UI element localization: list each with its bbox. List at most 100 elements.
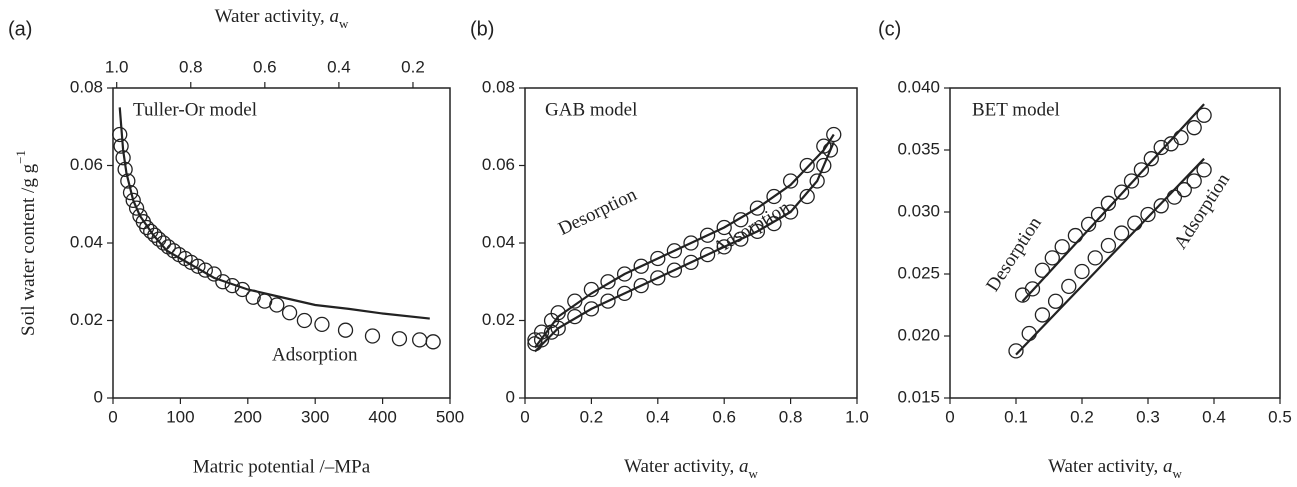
data-point (766, 215, 782, 232)
data-point (583, 281, 600, 298)
data-point (782, 204, 799, 220)
top-axis-title: Water activity, aw (215, 6, 349, 31)
top-axis-title-sub: w (339, 16, 349, 31)
y-tick-label: 0.06 (70, 155, 103, 174)
data-point (766, 188, 782, 205)
x-tick-label: 200 (234, 407, 262, 426)
data-point (1166, 189, 1183, 205)
data-point (296, 312, 313, 329)
model-line (1015, 157, 1205, 356)
x-axis-title-text: Water activity, (1048, 456, 1163, 477)
y-tick-label: 0.040 (897, 77, 940, 96)
y-axis-title: Soil water content /g g−1 (13, 150, 39, 336)
data-point (1196, 107, 1212, 123)
data-point (160, 239, 176, 255)
data-point (234, 281, 251, 298)
data-point (1100, 195, 1117, 211)
data-point (155, 235, 172, 251)
data-point (1196, 162, 1212, 178)
y-tick-label: 0.015 (897, 387, 940, 406)
x-tick-label: 0.1 (1004, 407, 1028, 426)
data-point (699, 246, 716, 263)
data-point (799, 188, 815, 205)
x-tick-label: 0.6 (712, 407, 736, 426)
data-point (1173, 129, 1189, 146)
data-point (412, 332, 428, 348)
y-tick-label: 0.02 (70, 310, 103, 329)
data-point (1074, 263, 1090, 280)
top-axis-title-text: Water activity, (215, 6, 330, 27)
data-point (683, 235, 699, 251)
panel-label: (c) (878, 18, 901, 40)
y-tick-label: 0.04 (70, 232, 103, 251)
x2-tick-label: 0.8 (179, 57, 203, 76)
annotation: Tuller-Or model (133, 99, 257, 120)
data-point (206, 266, 222, 282)
data-point (550, 320, 566, 336)
y-tick-label: 0.08 (482, 77, 515, 96)
data-point (122, 184, 139, 201)
x-axis-title-text: Water activity, (624, 456, 739, 477)
data-point (633, 277, 649, 294)
x-tick-label: 0.4 (646, 407, 670, 426)
data-point (550, 305, 566, 321)
data-point (567, 293, 583, 309)
data-point (269, 297, 285, 313)
top-axis-title-var: a (330, 6, 340, 27)
data-point (1044, 250, 1060, 266)
panel-label: (b) (470, 18, 494, 40)
data-point (112, 126, 128, 143)
data-point (616, 285, 633, 302)
data-point (782, 173, 799, 189)
x2-tick-label: 1.0 (105, 57, 129, 76)
data-point (1186, 173, 1202, 189)
data-point (151, 231, 167, 247)
data-point (633, 258, 649, 274)
data-point (197, 262, 213, 278)
data-point (1061, 278, 1077, 295)
data-point (1140, 206, 1156, 223)
data-point (600, 293, 616, 309)
data-point (147, 227, 163, 243)
x-axis-title-var: a (739, 456, 749, 477)
data-point (1024, 281, 1041, 297)
data-point (139, 219, 155, 236)
y-tick-label: 0 (506, 387, 515, 406)
x-tick-label: 0 (108, 407, 117, 426)
data-point (650, 270, 666, 286)
y-tick-label: 0.06 (482, 155, 515, 174)
x-tick-label: 400 (368, 407, 396, 426)
x-tick-label: 300 (301, 407, 329, 426)
x-axis-title: Water activity, aw (1048, 456, 1182, 481)
data-point (683, 254, 699, 271)
y-tick-label: 0.08 (70, 77, 103, 96)
data-point (190, 258, 206, 274)
data-point (1100, 237, 1117, 254)
model-line (534, 141, 835, 353)
y-tick-label: 0.020 (897, 325, 940, 344)
data-point (749, 223, 766, 240)
data-point (1080, 216, 1097, 233)
annotation: Adsorption (272, 344, 358, 365)
data-point (583, 301, 600, 317)
y-tick-label: 0.030 (897, 201, 940, 220)
data-point (799, 157, 815, 174)
data-point (616, 266, 633, 282)
data-point (733, 212, 749, 228)
data-point (567, 308, 583, 325)
x-axis-title-sub: w (749, 466, 759, 481)
annotation: Desorption (555, 184, 641, 240)
data-point (113, 138, 129, 154)
data-point (1047, 293, 1064, 309)
data-point (1113, 184, 1130, 200)
data-point (699, 227, 716, 243)
x-tick-label: 0.2 (580, 407, 604, 426)
data-point (816, 157, 832, 174)
x-tick-label: 500 (436, 407, 464, 426)
model-line (118, 107, 430, 320)
data-point (125, 192, 141, 209)
x-tick-label: 0 (520, 407, 529, 426)
data-point (1008, 343, 1024, 359)
data-point (364, 328, 381, 344)
data-point (224, 277, 240, 294)
